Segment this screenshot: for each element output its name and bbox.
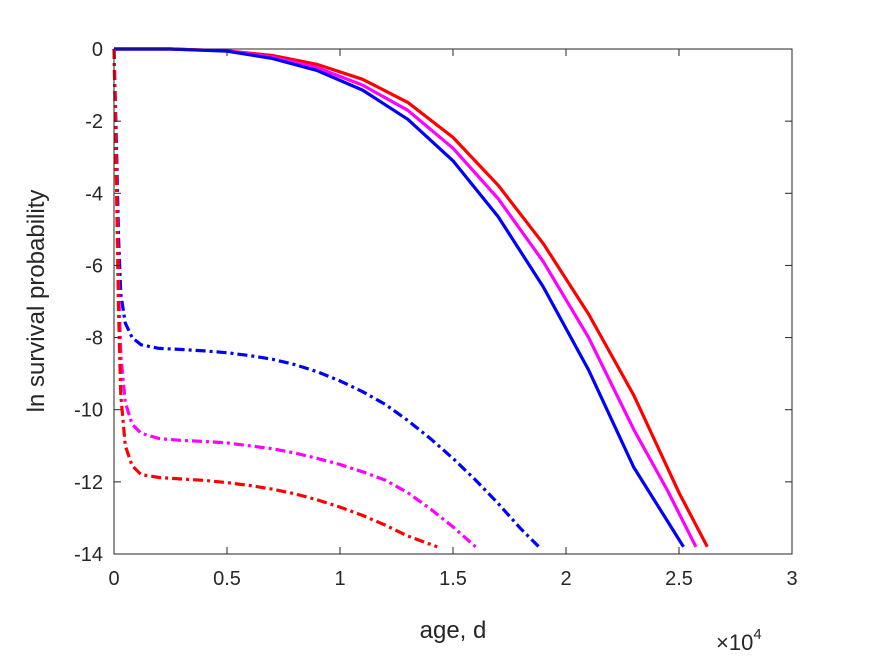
series-line-4 bbox=[112, 48, 477, 549]
y-tick-label-1: -2 bbox=[85, 111, 103, 133]
y-tick-label-2: -4 bbox=[85, 183, 103, 205]
ticks-layer bbox=[113, 48, 793, 555]
y-tick-label-6: -12 bbox=[74, 472, 103, 494]
x-tick-label-6: 3 bbox=[786, 568, 797, 590]
y-axis-label: ln survival probability bbox=[23, 190, 50, 413]
x-axis-multiplier: ×104 bbox=[716, 626, 762, 655]
series-line-5 bbox=[112, 48, 438, 549]
x-tick-label-2: 1 bbox=[334, 568, 345, 590]
x-tick-label-4: 2 bbox=[560, 568, 571, 590]
x-axis-multiplier-base: ×10 bbox=[716, 630, 753, 655]
y-tick-label-3: -6 bbox=[85, 255, 103, 277]
y-tick-label-5: -10 bbox=[74, 400, 103, 422]
y-tick-label-4: -8 bbox=[85, 328, 103, 350]
x-axis-multiplier-exponent: 4 bbox=[753, 626, 761, 643]
plot-frame bbox=[113, 48, 793, 555]
y-tick-label-7: -14 bbox=[74, 544, 103, 566]
series-layer bbox=[112, 47, 709, 549]
x-tick-label-1: 0.5 bbox=[213, 568, 241, 590]
y-tick-label-0: 0 bbox=[92, 39, 103, 61]
x-tick-label-3: 1.5 bbox=[439, 568, 467, 590]
x-tick-label-0: 0 bbox=[108, 568, 119, 590]
x-tick-label-5: 2.5 bbox=[665, 568, 693, 590]
series-line-2 bbox=[114, 47, 685, 548]
x-axis-label: age, d bbox=[420, 617, 487, 644]
series-line-3 bbox=[112, 48, 541, 548]
series-line-1 bbox=[114, 47, 698, 548]
tick-labels-layer: 0 0.5 1 1.5 2 2.5 3 0 -2 -4 -6 -8 -10 -12 -14 bbox=[74, 39, 797, 590]
